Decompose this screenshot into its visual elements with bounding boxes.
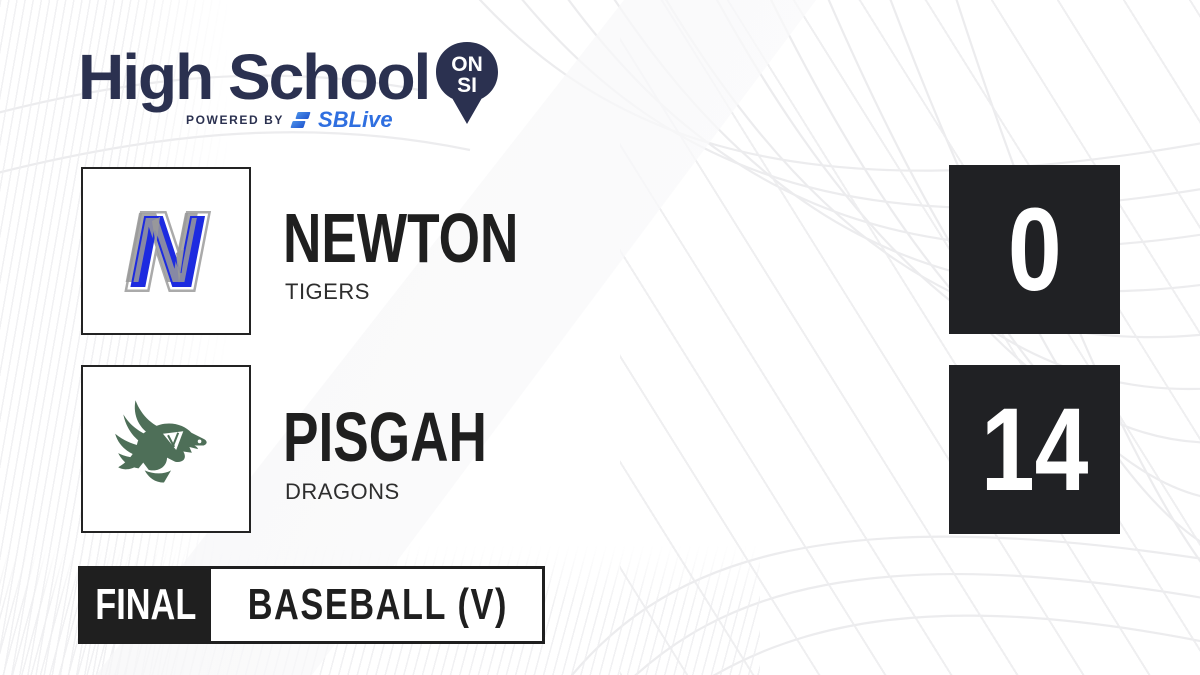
svg-text:ON: ON <box>451 53 483 76</box>
svg-text:N: N <box>130 196 204 308</box>
score-newton: 0 <box>1007 183 1062 316</box>
score-box-newton: 0 <box>949 165 1120 334</box>
svg-text:N: N <box>124 192 198 304</box>
newton-n-logo: N N N N <box>124 191 210 311</box>
status-badge: FINAL <box>81 569 211 641</box>
brand-title: High School <box>78 41 431 113</box>
sblive-wordmark: SBLive <box>318 107 393 132</box>
pisgah-dragon-logo <box>115 400 207 483</box>
game-status-banner: FINAL BASEBALL (V) <box>78 566 545 644</box>
score-box-pisgah: 14 <box>949 365 1120 534</box>
team-name-pisgah: PISGAH <box>283 398 487 476</box>
status-label: FINAL <box>95 580 197 629</box>
sblive-logo-icon <box>290 111 312 129</box>
team-logo-box-newton: N N N N <box>81 167 251 335</box>
score-pisgah: 14 <box>980 383 1089 516</box>
event-label: BASEBALL (V) <box>247 580 508 629</box>
powered-by-label: POWERED BY <box>186 113 285 127</box>
team-logo-box-pisgah <box>81 365 251 533</box>
team-mascot-newton: TIGERS <box>285 279 370 304</box>
powered-by-row: POWERED BY SBLive <box>186 107 393 132</box>
svg-text:N: N <box>130 196 204 308</box>
event-label-cell: BASEBALL (V) <box>211 569 545 641</box>
on-si-pin-icon: ON SI <box>436 42 498 124</box>
svg-text:N: N <box>130 196 204 308</box>
team-mascot-pisgah: DRAGONS <box>285 479 400 504</box>
team-name-newton: NEWTON <box>283 199 519 277</box>
svg-text:SI: SI <box>457 74 477 97</box>
